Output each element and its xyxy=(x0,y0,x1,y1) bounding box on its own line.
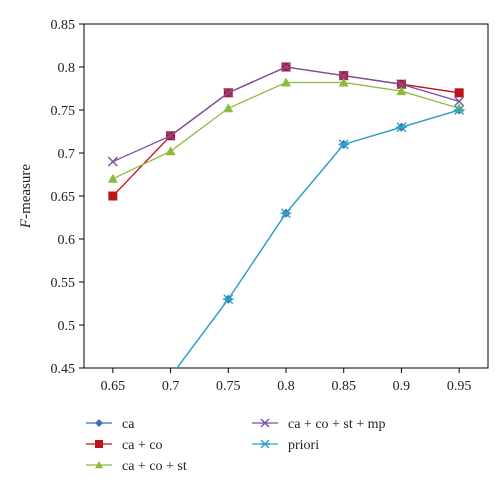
y-axis-title-italic: F xyxy=(18,218,34,229)
data-point xyxy=(453,105,465,115)
series-line xyxy=(112,81,460,180)
data-point xyxy=(223,87,234,98)
data-point xyxy=(223,103,234,113)
legend-marker xyxy=(95,461,103,469)
data-point xyxy=(107,173,118,183)
y-axis: 0.45 0.5 0.55 0.6 0.65 0.7 0.75 0.8 0.85 xyxy=(51,18,84,377)
data-point xyxy=(108,191,118,201)
y-tick-label: 0.55 xyxy=(51,276,76,291)
data-point xyxy=(454,96,465,107)
data-point xyxy=(396,79,407,90)
y-tick-label: 0.7 xyxy=(58,147,76,162)
y-axis-title-rest: -measure xyxy=(18,164,34,219)
x-tick-label: 0.85 xyxy=(331,379,356,394)
data-point xyxy=(338,70,349,81)
legend: ca ca + co ca + co + st ca + co + st + mp pr… xyxy=(86,417,386,474)
series-1 xyxy=(108,105,464,407)
series-layer xyxy=(107,62,465,407)
data-point xyxy=(396,86,407,96)
y-axis-title: F-measure xyxy=(18,164,34,229)
y-tick-label: 0.6 xyxy=(58,233,76,248)
data-point xyxy=(281,77,291,87)
x-tick-label: 0.7 xyxy=(162,379,180,394)
data-point xyxy=(396,122,407,133)
x-tick-label: 0.95 xyxy=(447,379,472,394)
legend-label: ca + co + st + mp xyxy=(288,417,386,432)
series-5 xyxy=(107,105,465,407)
data-point xyxy=(107,398,118,407)
y-tick-label: 0.85 xyxy=(51,18,76,33)
data-point xyxy=(165,130,176,141)
legend-item: priori xyxy=(252,438,319,453)
legend-item: ca + co + st xyxy=(86,459,187,474)
legend-marker xyxy=(95,419,103,427)
y-tick-label: 0.45 xyxy=(51,362,76,377)
data-point xyxy=(107,156,118,167)
data-point xyxy=(165,146,176,156)
x-tick-label: 0.8 xyxy=(277,379,295,394)
y-tick-label: 0.65 xyxy=(51,190,76,205)
y-tick-label: 0.75 xyxy=(51,104,76,119)
data-point xyxy=(222,294,234,305)
legend-label: ca + co + st xyxy=(122,459,187,474)
x-axis: 0.65 0.7 0.75 0.8 0.85 0.9 0.95 xyxy=(101,368,472,394)
legend-item: ca + co + st + mp xyxy=(252,417,386,432)
data-point xyxy=(280,208,292,219)
legend-item: ca + co xyxy=(86,438,163,453)
legend-label: ca + co xyxy=(122,438,163,453)
x-tick-label: 0.75 xyxy=(216,379,241,394)
legend-label: priori xyxy=(288,438,319,453)
x-tick-label: 0.9 xyxy=(393,379,411,394)
plot-frame xyxy=(83,23,489,369)
legend-marker xyxy=(95,440,103,448)
data-point xyxy=(454,88,464,98)
data-point xyxy=(108,398,117,407)
y-tick-label: 0.5 xyxy=(58,319,76,334)
legend-marker xyxy=(260,418,270,428)
data-point xyxy=(338,77,349,87)
data-point xyxy=(281,62,291,72)
legend-marker xyxy=(260,439,270,449)
series-4 xyxy=(107,62,465,167)
y-tick-label: 0.8 xyxy=(58,61,76,76)
series-3 xyxy=(107,77,465,183)
data-point xyxy=(338,139,350,150)
x-tick-label: 0.65 xyxy=(101,379,126,394)
legend-label: ca xyxy=(122,417,135,432)
legend-item: ca xyxy=(86,417,135,432)
